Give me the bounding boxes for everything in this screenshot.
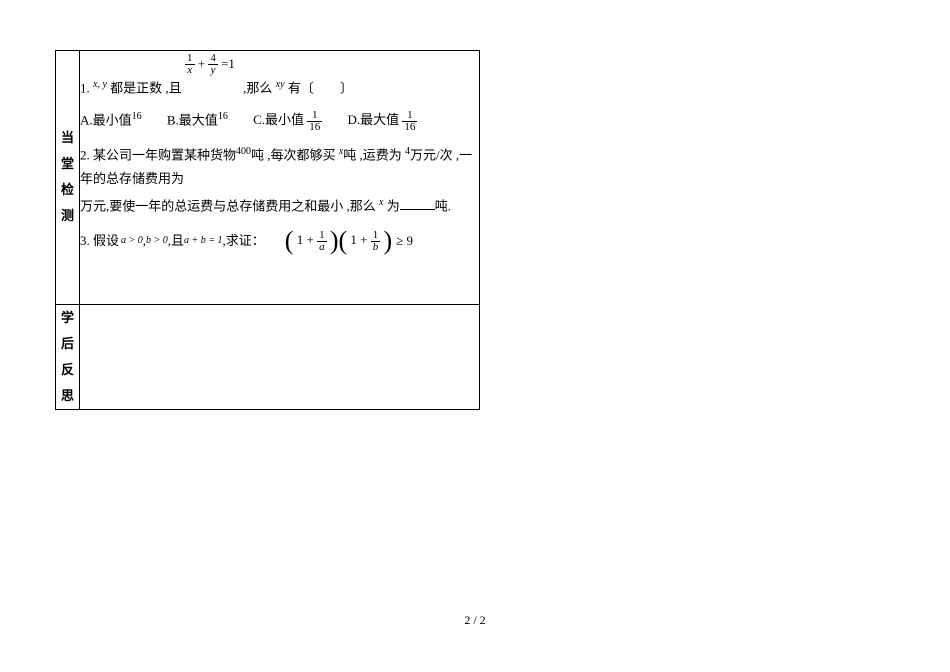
q3-plus2: + xyxy=(360,232,367,247)
side-label-reflection-text: 学后反思 xyxy=(56,305,79,409)
q3-ge9: ≥ 9 xyxy=(396,229,413,252)
side-label-testing-text: 当堂检测 xyxy=(56,125,79,229)
q3-cond1: a > 0 xyxy=(121,232,143,250)
q2-t3: 吨 ,运费为 xyxy=(343,147,402,162)
q1-xy: x, y xyxy=(93,79,107,90)
q2-t6: 为 xyxy=(387,198,400,213)
q2-t5: 万元,要使一年的总运费与总存储费用之和最小 ,那么 xyxy=(80,198,376,213)
q1-prefix: 1. xyxy=(80,81,93,96)
q3-paren2: ( 1 + 1 b ) xyxy=(338,228,392,254)
option-b: B.最大值16 xyxy=(167,108,228,132)
question-1: 1 x + 4 y =1 1. x, y 都是正数 ,且 xyxy=(80,51,479,133)
question-3: 3. 假设 a > 0 , b > 0 ,且 a + b = 1 ,求证： ( … xyxy=(80,228,479,254)
opt-b-label: B.最大值 xyxy=(167,112,218,127)
q3-cond2: b > 0 xyxy=(146,232,168,250)
q3-one1: 1 xyxy=(297,232,304,247)
opt-c-den: 16 xyxy=(307,122,322,133)
q2-t1: 2. 某公司一年购置某种货物 xyxy=(80,147,236,162)
side-label-testing: 当堂检测 xyxy=(56,51,80,305)
q2-x2: x xyxy=(379,197,383,208)
q1-xy-prod: xy xyxy=(276,79,285,90)
q1-has: 有〔 〕 xyxy=(288,81,353,96)
q3-fa-den: a xyxy=(317,242,327,253)
q3-cond3: a + b = 1 xyxy=(184,232,223,250)
opt-d-den: 16 xyxy=(402,122,417,133)
opt-c-label: C.最小值 xyxy=(253,112,304,127)
q2-400: 400 xyxy=(236,146,251,157)
q3-paren1: ( 1 + 1 a ) xyxy=(285,228,339,254)
q1-options: A.最小值16 B.最大值16 C.最小值 1 16 D.最大值 xyxy=(80,108,479,133)
q1-so: ,那么 xyxy=(243,81,272,96)
q1-plus: + xyxy=(198,56,205,71)
q1-cond: 都是正数 ,且 xyxy=(110,81,182,96)
opt-a-label: A.最小值 xyxy=(80,112,132,127)
opt-d-label: D.最大值 xyxy=(347,112,399,127)
option-c: C.最小值 1 16 xyxy=(253,108,322,133)
q2-t7: 吨. xyxy=(435,198,451,213)
q3-one2: 1 xyxy=(350,232,357,247)
q2-t2: 吨 ,每次都够买 xyxy=(251,147,336,162)
q1-eq1: =1 xyxy=(221,56,235,71)
reflection-content xyxy=(80,304,480,409)
q3-prefix: 3. 假设 xyxy=(80,229,119,252)
q1-frac1-den: x xyxy=(185,65,195,76)
q2-line2: 万元,要使一年的总运费与总存储费用之和最小 ,那么 x 为 吨. xyxy=(80,194,479,218)
option-a: A.最小值16 xyxy=(80,108,142,132)
opt-a-val: 16 xyxy=(132,111,142,122)
page-number: 2 / 2 xyxy=(464,613,485,628)
q1-frac2-den: y xyxy=(208,65,218,76)
option-d: D.最大值 1 16 xyxy=(347,108,417,133)
q3-fb-den: b xyxy=(371,242,381,253)
q3-c2: ,且 xyxy=(168,229,184,252)
q1-equation-top: 1 x + 4 y =1 xyxy=(80,51,479,76)
q3-plus1: + xyxy=(306,232,313,247)
blank-line xyxy=(400,198,435,210)
opt-b-val: 16 xyxy=(218,111,228,122)
side-label-reflection: 学后反思 xyxy=(56,304,80,409)
q3-prove: ,求证： xyxy=(223,229,265,252)
testing-content: 1 x + 4 y =1 1. x, y 都是正数 ,且 xyxy=(80,51,480,305)
question-2: 2. 某公司一年购置某种货物400吨 ,每次都够买 x吨 ,运费为 4万元/次 … xyxy=(80,143,479,218)
q1-main-text: 1. x, y 都是正数 ,且 ,那么 xy 有〔 〕 xyxy=(80,76,479,100)
